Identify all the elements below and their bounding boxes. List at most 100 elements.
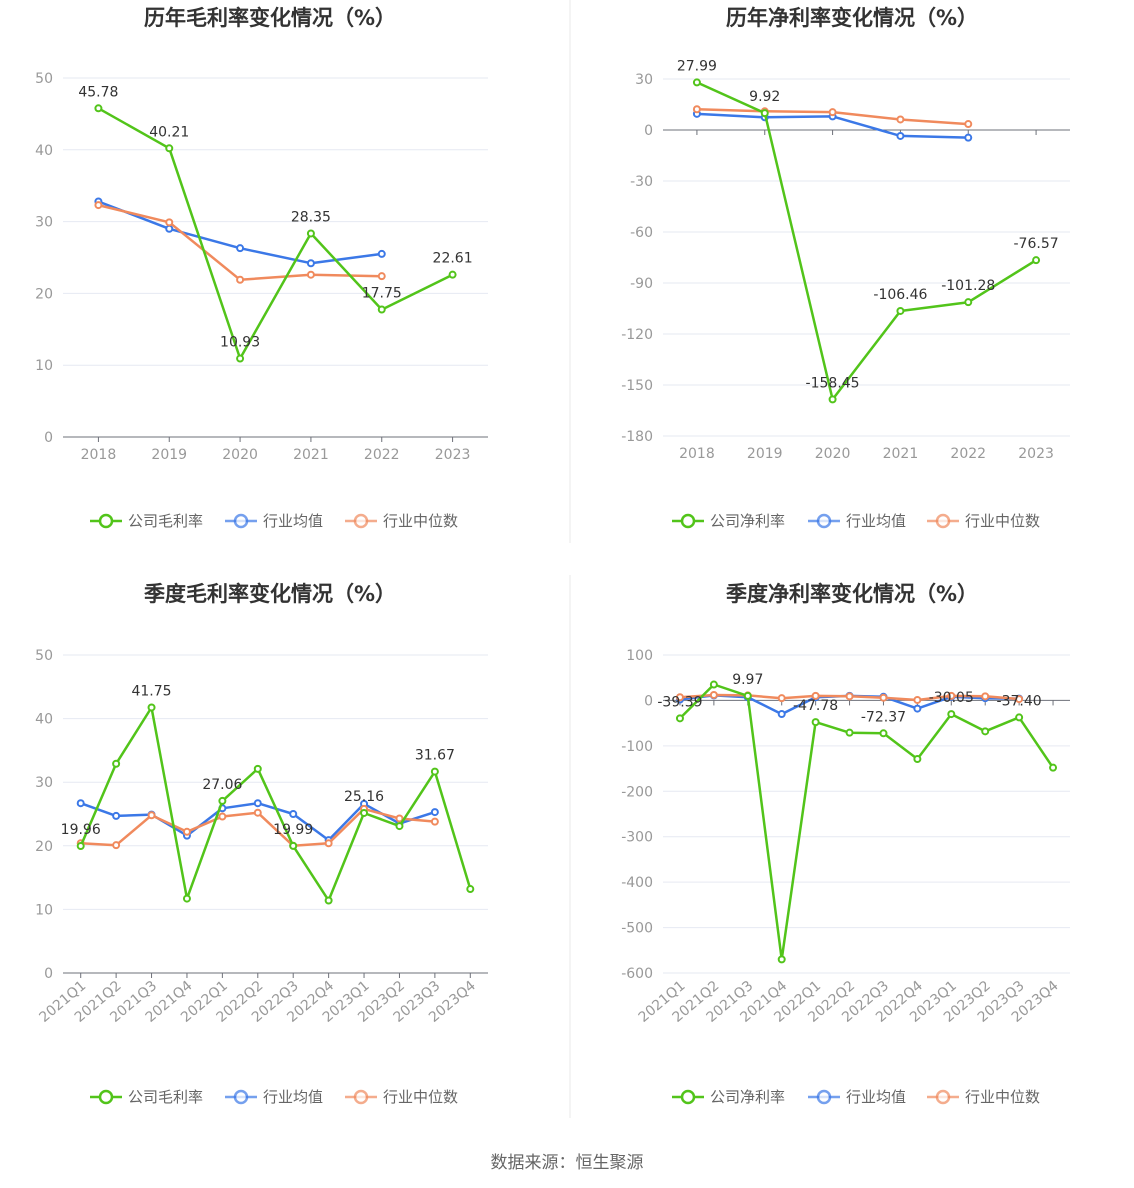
industry-avg-series-point [430,808,439,817]
y-tick-label: 50 [35,648,53,664]
company-series-point [236,354,245,363]
data-label: 17.75 [362,286,402,302]
legend-label[interactable]: 行业中位数 [383,512,458,530]
y-tick-label: 20 [35,286,53,302]
industry-median-series-point [964,120,973,129]
y-tick-label: 20 [35,839,53,855]
legend-label[interactable]: 行业均值 [263,512,323,530]
data-label: 28.35 [291,209,331,225]
company-series-point [165,144,174,153]
legend-marker[interactable] [98,1089,114,1105]
x-tick-label: 2018 [679,446,715,462]
y-tick-label: 10 [35,358,53,374]
industry-median-series-point [377,272,386,281]
legend-label[interactable]: 公司毛利率 [128,512,203,530]
industry-avg-series-point [377,249,386,258]
company-series-point [896,306,905,315]
chart-title: 历年净利率变化情况（%） [726,6,978,30]
industry-median-series-point [430,817,439,826]
y-tick-label: 30 [35,775,53,791]
y-tick-label: 100 [626,648,653,664]
industry-median-series-point [236,275,245,284]
company-series-point [448,270,457,279]
legend-marker[interactable] [233,513,249,529]
legend-label[interactable]: 行业均值 [846,1088,906,1106]
y-tick-label: 30 [35,215,53,231]
company-series-point [76,842,85,851]
legend-label[interactable]: 公司毛利率 [128,1088,203,1106]
y-tick-label: 10 [35,902,53,918]
company-series-point [430,767,439,776]
x-tick-label: 2023 [1018,446,1054,462]
industry-median-series-point [147,811,156,820]
industry-median-series-point [913,695,922,704]
data-label: -158.45 [806,375,860,391]
legend-marker[interactable] [680,513,696,529]
y-tick-label: 40 [35,143,53,159]
industry-median-series-point [112,841,121,850]
legend-marker[interactable] [816,1089,832,1105]
company-series-point [218,796,227,805]
legend-marker[interactable] [353,1089,369,1105]
legend-marker[interactable] [98,513,114,529]
legend-label[interactable]: 公司净利率 [710,1088,785,1106]
company-series-point [147,703,156,712]
y-tick-label: -90 [630,276,653,292]
legend-marker[interactable] [935,1089,951,1105]
y-tick-label: 0 [44,430,53,446]
legend-marker[interactable] [816,513,832,529]
y-tick-label: -30 [630,174,653,190]
legend-label[interactable]: 行业均值 [846,512,906,530]
x-tick-label: 2019 [747,446,783,462]
chart-title: 历年毛利率变化情况（%） [144,6,396,30]
data-label: 25.16 [344,789,384,805]
industry-median-series-point [896,115,905,124]
x-tick-label: 2022 [950,446,986,462]
data-label: 19.99 [273,822,313,838]
data-label: -76.57 [1014,236,1059,252]
company-series-point [466,885,475,894]
industry-median-series-point [981,692,990,701]
x-tick-label: 2020 [222,447,258,463]
y-tick-label: -180 [621,429,653,445]
company-series-line [679,683,1055,961]
data-label: -47.78 [793,698,838,714]
data-label: -39.39 [657,694,702,710]
industry-median-series-point [253,808,262,817]
legend-marker[interactable] [935,513,951,529]
data-label: 10.93 [220,335,260,351]
legend-marker[interactable] [233,1089,249,1105]
industry-avg-series-point [76,799,85,808]
legend-label[interactable]: 行业均值 [263,1088,323,1106]
y-tick-label: -400 [621,875,653,891]
data-label: 40.21 [149,124,189,140]
y-tick-label: 0 [644,123,653,139]
company-series-point [692,78,701,87]
company-series-point [743,691,752,700]
legend-label[interactable]: 公司净利率 [710,512,785,530]
industry-avg-series-point [306,259,315,268]
legend-label[interactable]: 行业中位数 [383,1088,458,1106]
industry-median-series-point [1015,695,1024,704]
x-tick-label: 2020 [815,446,851,462]
company-series-point [377,305,386,314]
y-tick-label: -100 [621,739,653,755]
industry-median-series-point [692,105,701,114]
x-tick-label: 2023 [435,447,471,463]
company-series-point [845,728,854,737]
y-tick-label: -60 [630,225,653,241]
legend-marker[interactable] [680,1089,696,1105]
y-tick-label: 50 [35,71,53,87]
industry-avg-series-point [964,133,973,142]
x-tick-label: 2018 [81,447,117,463]
y-tick-label: 0 [644,693,653,709]
data-label: 19.96 [61,822,101,838]
industry-median-series-point [845,692,854,701]
legend-marker[interactable] [353,513,369,529]
data-label: 9.97 [732,672,763,688]
x-tick-label: 2019 [151,447,187,463]
company-series-point [253,764,262,773]
legend-label[interactable]: 行业中位数 [965,1088,1040,1106]
legend-label[interactable]: 行业中位数 [965,512,1040,530]
